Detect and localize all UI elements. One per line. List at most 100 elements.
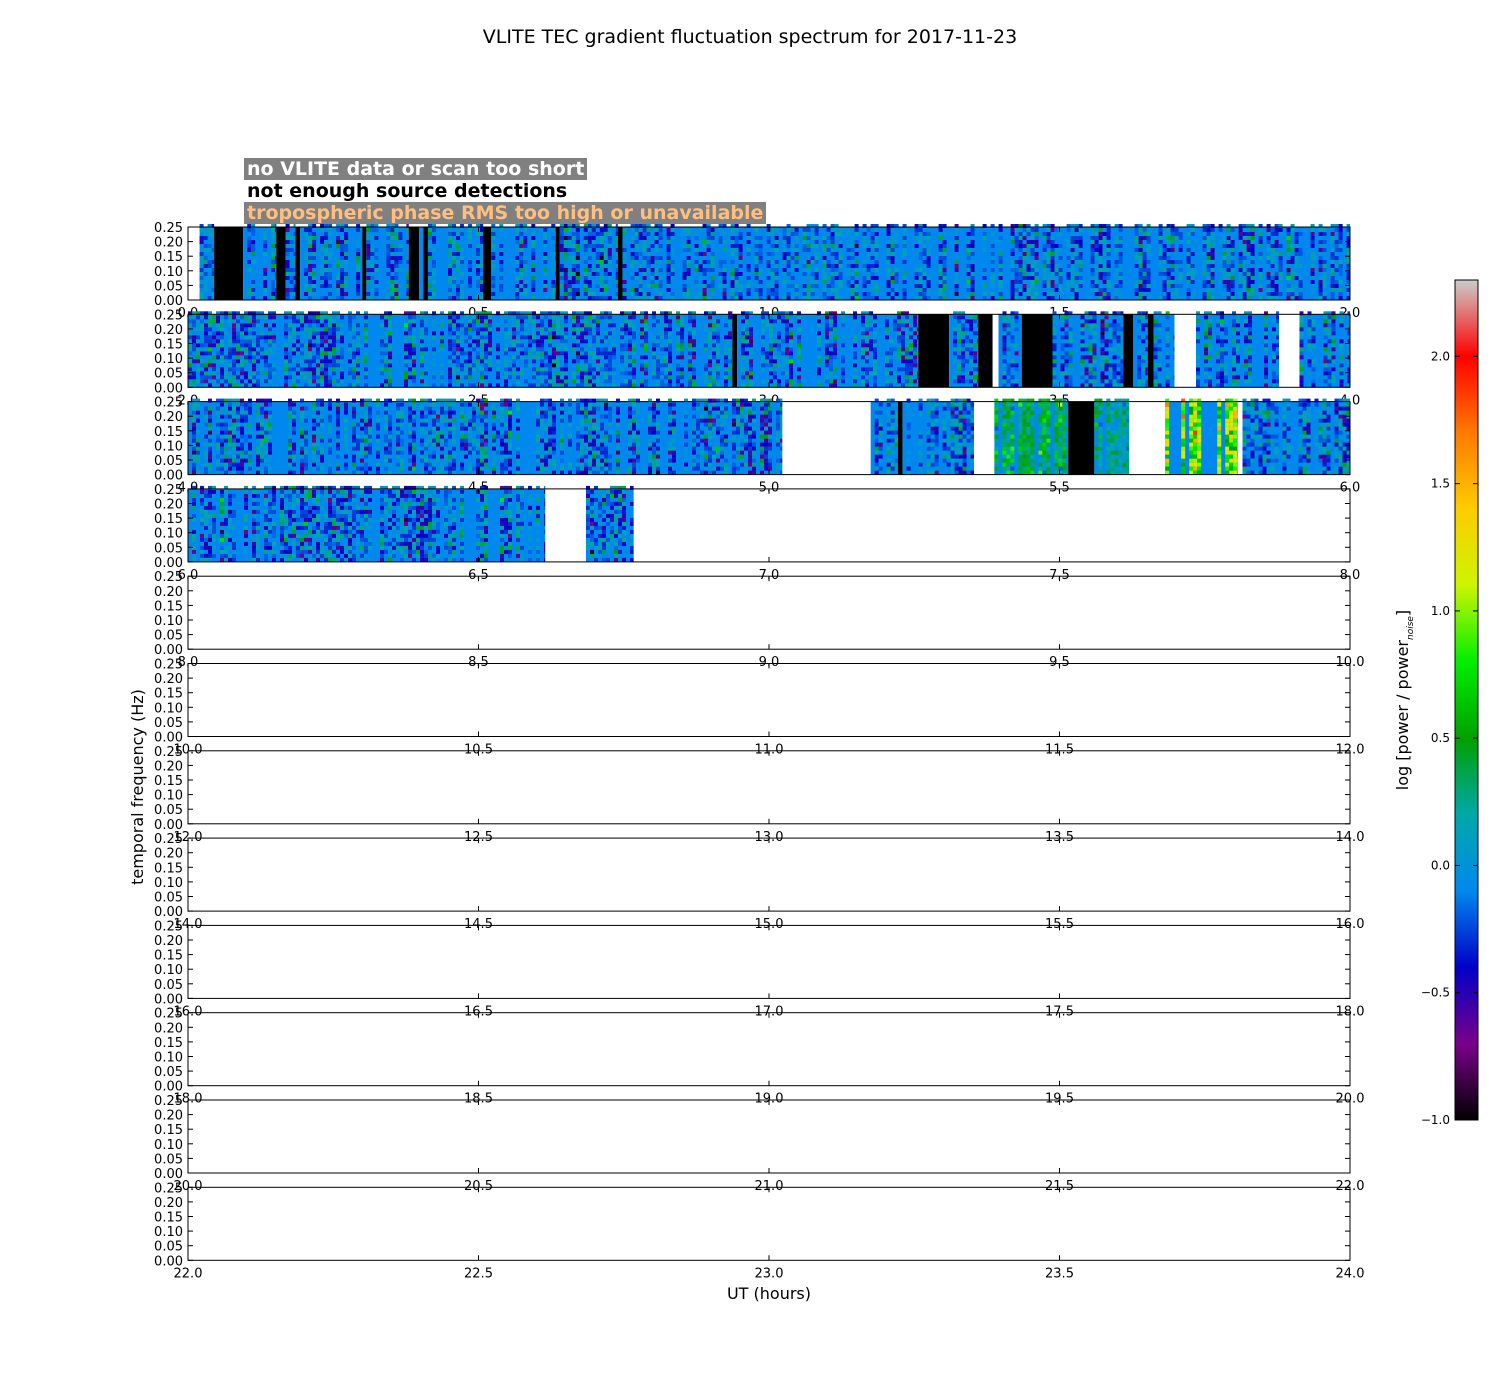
y-tick-label: 0.05 xyxy=(154,629,183,644)
segment-spectrum xyxy=(622,224,1350,300)
panel-frame xyxy=(187,924,1351,999)
y-tick-label: 0.05 xyxy=(154,803,183,818)
segment-spectrum xyxy=(737,311,919,388)
x-tick-label: 6.0 xyxy=(1340,481,1361,496)
y-tick-label: 0.25 xyxy=(154,308,183,323)
segment-spectrum xyxy=(1165,398,1238,475)
x-axis-label: UT (hours) xyxy=(727,1284,811,1303)
y-tick-label: 0.00 xyxy=(154,1254,183,1269)
panel-row-2: 0.000.050.100.150.200.254.0 4.5 5.0 5.5 6.0 xyxy=(154,396,1360,496)
y-tick-label: 0.00 xyxy=(154,1080,183,1095)
legend-entry-insufficient-detections: not enough source detections xyxy=(244,180,571,202)
y-tick-label: 0.20 xyxy=(154,498,183,513)
y-tick-label: 0.10 xyxy=(154,1225,183,1240)
panels: 0.000.050.100.150.200.250.00.51.01.52.00… xyxy=(154,221,1364,1281)
y-tick-label: 0.15 xyxy=(154,949,183,964)
y-tick-label: 0.15 xyxy=(154,1036,183,1051)
panel-frame xyxy=(187,663,1351,737)
y-tick-label: 0.10 xyxy=(154,876,183,891)
segment-insufficient-detections xyxy=(214,227,244,300)
y-tick-label: 0.20 xyxy=(154,672,183,687)
x-tick-label: 5.0 xyxy=(759,481,780,496)
y-tick-label: 0.20 xyxy=(154,1109,183,1124)
y-tick-label: 0.15 xyxy=(154,425,183,440)
segment-spectrum xyxy=(998,311,1022,388)
segment-insufficient-detections xyxy=(978,314,993,388)
panel-row-4: 0.000.050.100.150.200.258.0 8.5 9.0 9.5 10.0 xyxy=(154,570,1364,670)
y-tick-label: 0.15 xyxy=(154,774,183,789)
x-tick-label: 16.0 xyxy=(174,1004,203,1019)
x-tick-label: 21.5 xyxy=(1045,1179,1074,1194)
colorbar-tick-label: 1.5 xyxy=(1431,477,1450,491)
segment-spectrum xyxy=(870,398,898,475)
y-tick-label: 0.20 xyxy=(154,323,183,338)
panel-row-1: 0.000.050.100.150.200.252.02.53.03.54.0 xyxy=(154,308,1360,408)
y-tick-label: 0.15 xyxy=(154,599,183,614)
y-tick-label: 0.15 xyxy=(154,861,183,876)
colorbar-tick-label: 2.0 xyxy=(1431,349,1450,363)
segment-spectrum xyxy=(199,224,215,300)
colorbar-tick-label: 0.5 xyxy=(1431,731,1450,745)
segment-insufficient-detections xyxy=(1068,401,1095,475)
x-tick-label: 18.0 xyxy=(1336,1004,1365,1019)
x-tick-label: 8.5 xyxy=(468,655,489,670)
segment-no-data xyxy=(1174,314,1197,388)
x-tick-label: 19.0 xyxy=(755,1092,784,1107)
x-tick-label: 11.0 xyxy=(755,743,784,758)
y-tick-label: 0.10 xyxy=(154,701,183,716)
segment-spectrum xyxy=(300,224,363,300)
y-tick-label: 0.05 xyxy=(154,891,183,906)
segment-spectrum xyxy=(285,224,296,300)
segment-insufficient-detections xyxy=(1123,314,1134,388)
y-tick-label: 0.05 xyxy=(154,279,183,294)
y-tick-label: 0.10 xyxy=(154,265,183,280)
segment-no-data xyxy=(992,314,999,388)
x-tick-label: 12.0 xyxy=(1336,743,1365,758)
x-tick-label: 12.0 xyxy=(174,830,203,845)
y-tick-label: 0.25 xyxy=(154,1094,183,1109)
segment-spectrum xyxy=(1299,311,1350,388)
colorbar-tick-label: −0.5 xyxy=(1421,986,1450,1000)
colorbar-tick-label: 1.0 xyxy=(1431,604,1450,618)
y-tick-label: 0.25 xyxy=(154,396,183,411)
y-tick-label: 0.15 xyxy=(154,250,183,265)
segment-no-data xyxy=(1237,401,1243,475)
y-tick-label: 0.05 xyxy=(154,1152,183,1167)
segment-spectrum xyxy=(188,398,783,475)
segment-spectrum xyxy=(1052,311,1124,388)
y-tick-label: 0.10 xyxy=(154,439,183,454)
legend-entry-no-data: no VLITE data or scan too short xyxy=(244,158,588,180)
y-tick-label: 0.25 xyxy=(154,483,183,498)
segment-spectrum xyxy=(491,224,556,300)
colorbar-label-main: log [power / power xyxy=(1393,640,1412,791)
y-tick-label: 0.20 xyxy=(154,934,183,949)
x-tick-label: 18.5 xyxy=(464,1092,493,1107)
x-tick-label: 16.5 xyxy=(464,1004,493,1019)
segment-insufficient-detections xyxy=(276,227,286,300)
segment-spectrum xyxy=(243,224,277,300)
segment-no-data xyxy=(1129,401,1166,475)
segment-spectrum xyxy=(366,224,409,300)
y-tick-label: 0.05 xyxy=(154,454,183,469)
segment-spectrum xyxy=(902,398,975,475)
segment-spectrum xyxy=(1196,311,1280,388)
x-tick-label: 13.0 xyxy=(755,830,784,845)
x-tick-label: 13.5 xyxy=(1045,830,1074,845)
y-tick-label: 0.25 xyxy=(154,832,183,847)
y-tick-label: 0.20 xyxy=(154,410,183,425)
x-tick-label: 15.0 xyxy=(755,917,784,932)
y-tick-label: 0.05 xyxy=(154,716,183,731)
segment-spectrum xyxy=(188,485,546,562)
y-tick-label: 0.25 xyxy=(154,1007,183,1022)
segment-no-data xyxy=(545,488,586,562)
x-tick-label: 17.5 xyxy=(1045,1004,1074,1019)
panel-frame xyxy=(187,1012,1351,1087)
segment-spectrum xyxy=(1133,311,1148,388)
y-tick-label: 0.15 xyxy=(154,1211,183,1226)
y-tick-label: 0.00 xyxy=(154,731,183,746)
y-tick-label: 0.10 xyxy=(154,1051,183,1066)
x-tick-label: 22.5 xyxy=(464,1266,493,1281)
segment-insufficient-detections xyxy=(483,227,492,300)
x-tick-label: 17.0 xyxy=(755,1004,784,1019)
